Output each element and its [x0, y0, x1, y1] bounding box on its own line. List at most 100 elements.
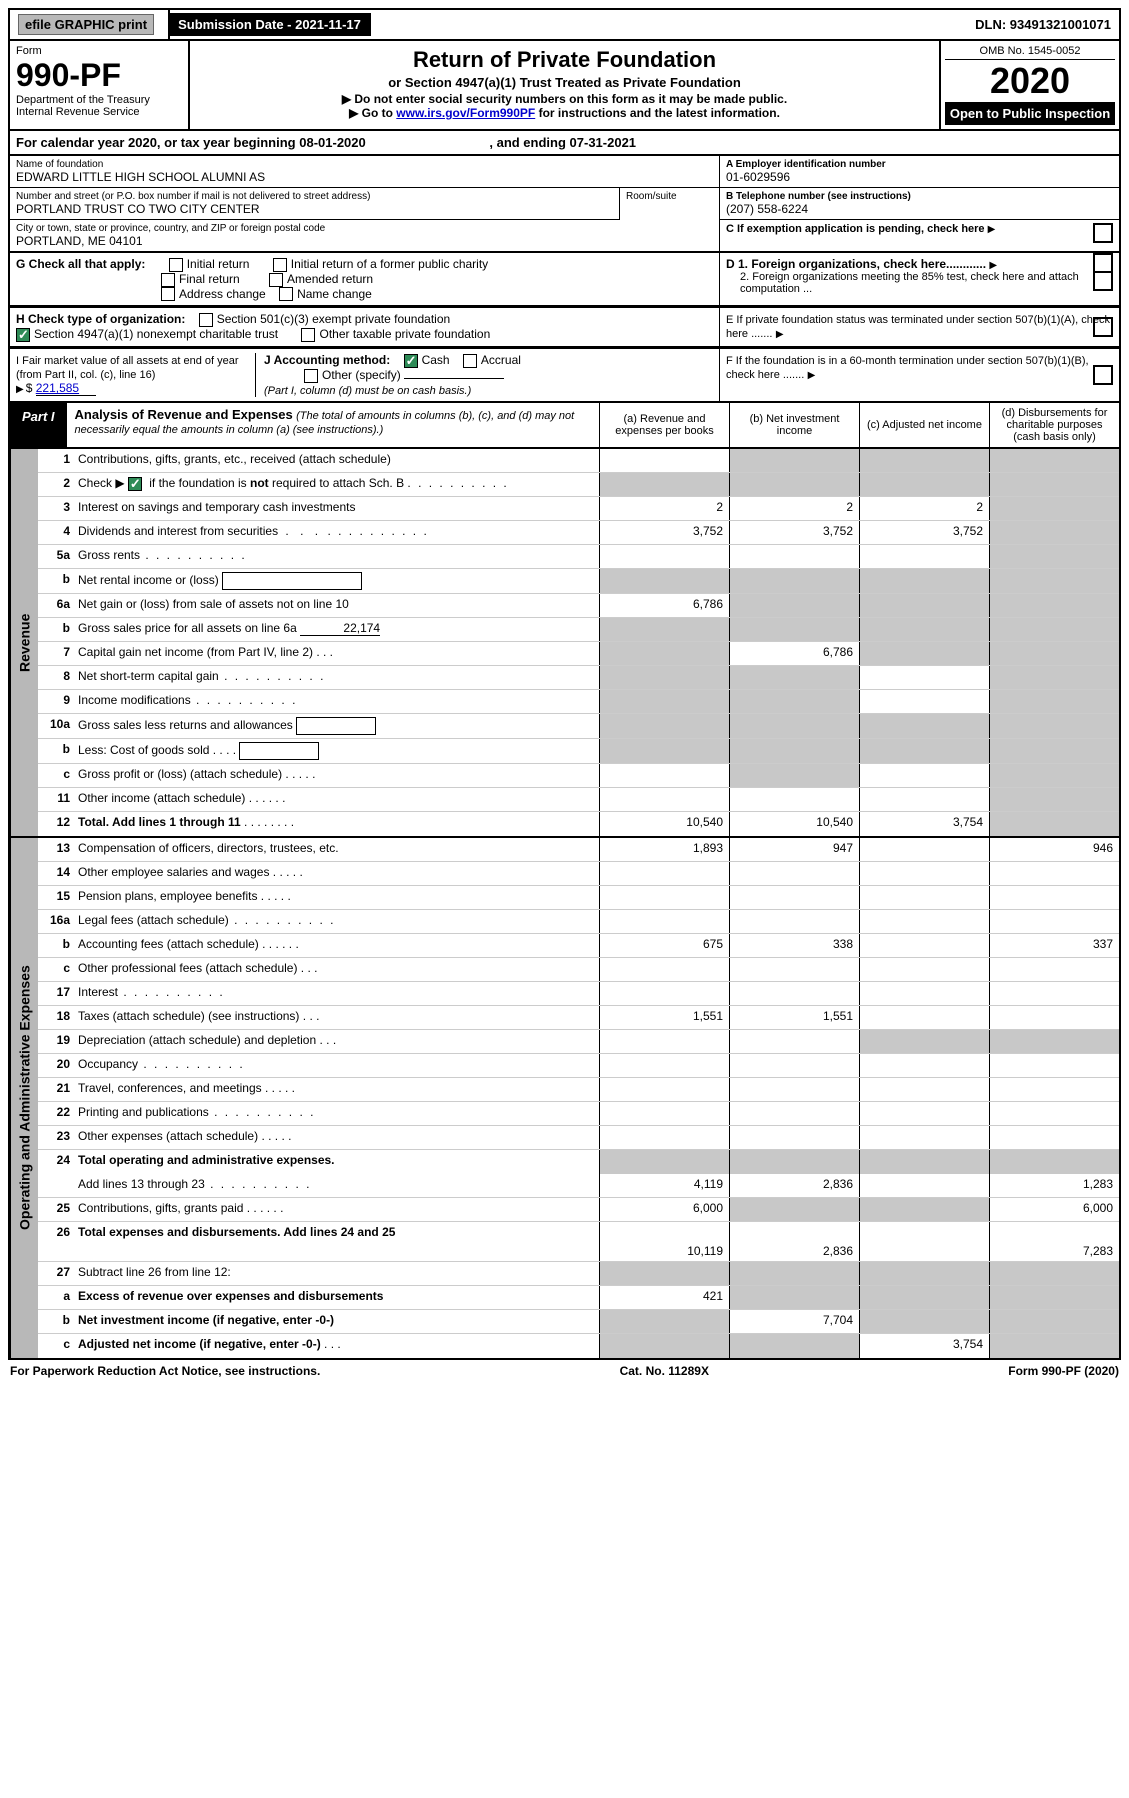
- j-other-input[interactable]: [404, 378, 504, 379]
- header-left: Form 990-PF Department of the Treasury I…: [10, 41, 190, 129]
- cell-d: [989, 1054, 1119, 1077]
- phone-label: B Telephone number (see instructions): [726, 191, 1113, 202]
- cell-b: [729, 666, 859, 689]
- cell-a: [599, 1310, 729, 1333]
- g-initial-former-checkbox[interactable]: [273, 258, 287, 272]
- cell-d: [989, 739, 1119, 763]
- line-desc: Check ▶ if the foundation is not require…: [74, 473, 599, 496]
- cell-a: 2: [599, 497, 729, 520]
- cell-c: [859, 1198, 989, 1221]
- cell-c: [859, 958, 989, 981]
- line-num: 19: [38, 1030, 74, 1053]
- g-name-change-checkbox[interactable]: [279, 287, 293, 301]
- cell-a: [599, 1102, 729, 1125]
- line-num: 21: [38, 1078, 74, 1101]
- cell-c: [859, 1126, 989, 1149]
- revenue-table: Revenue 1 Contributions, gifts, grants, …: [8, 449, 1121, 838]
- cell-b: [729, 886, 859, 909]
- cell-b: [729, 449, 859, 472]
- cell-c: [859, 886, 989, 909]
- line-desc: Gross sales price for all assets on line…: [74, 618, 599, 641]
- j-accrual-checkbox[interactable]: [463, 354, 477, 368]
- cell-c: [859, 788, 989, 811]
- h-501c3-checkbox[interactable]: [199, 313, 213, 327]
- j-cash: Cash: [422, 353, 450, 367]
- cell-c: [859, 473, 989, 496]
- line-desc: Contributions, gifts, grants paid . . . …: [74, 1198, 599, 1221]
- cell-b: [729, 958, 859, 981]
- line-desc: Gross sales less returns and allowances: [74, 714, 599, 738]
- h-4947-checkbox[interactable]: [16, 328, 30, 342]
- line-num: b: [38, 1310, 74, 1333]
- cell-d: [989, 1286, 1119, 1309]
- line-desc: Legal fees (attach schedule): [74, 910, 599, 933]
- cell-a: 6,786: [599, 594, 729, 617]
- row-6b: b Gross sales price for all assets on li…: [38, 618, 1119, 642]
- d1-checkbox[interactable]: [1093, 253, 1113, 273]
- phone-value: (207) 558-6224: [726, 202, 1113, 216]
- r2-pre: Check ▶: [78, 476, 125, 490]
- arrow-icon: [776, 326, 786, 340]
- exemption-checkbox[interactable]: [1093, 223, 1113, 243]
- part1-header: Part I Analysis of Revenue and Expenses …: [8, 403, 1121, 449]
- row-12: 12 Total. Add lines 1 through 11 . . . .…: [38, 812, 1119, 836]
- calyear-begin: 08-01-2020: [299, 135, 366, 150]
- schb-checkbox[interactable]: [128, 477, 142, 491]
- cell-a: [599, 1262, 729, 1285]
- form990pf-link[interactable]: www.irs.gov/Form990PF: [396, 106, 535, 120]
- page-footer: For Paperwork Reduction Act Notice, see …: [8, 1360, 1121, 1382]
- g-address-change-checkbox[interactable]: [161, 287, 175, 301]
- form-title: Return of Private Foundation: [196, 47, 933, 73]
- cell-c: 2: [859, 497, 989, 520]
- cell-d: [989, 1150, 1119, 1174]
- d2-checkbox[interactable]: [1093, 271, 1113, 291]
- row-5b: b Net rental income or (loss): [38, 569, 1119, 594]
- cell-c: [859, 739, 989, 763]
- j-other-checkbox[interactable]: [304, 369, 318, 383]
- rental-income-box[interactable]: [222, 572, 362, 590]
- line-num: 18: [38, 1006, 74, 1029]
- g-amended-checkbox[interactable]: [269, 273, 283, 287]
- cell-d: [989, 473, 1119, 496]
- efile-button[interactable]: efile GRAPHIC print: [18, 14, 154, 35]
- ein-label: A Employer identification number: [726, 159, 1113, 170]
- cell-b: 1,551: [729, 1006, 859, 1029]
- row-13: 13 Compensation of officers, directors, …: [38, 838, 1119, 862]
- cell-b: [729, 1030, 859, 1053]
- h-other-checkbox[interactable]: [301, 328, 315, 342]
- r2-post: if the foundation is not required to att…: [149, 476, 404, 490]
- line-desc: Printing and publications: [74, 1102, 599, 1125]
- row-10b: b Less: Cost of goods sold . . . .: [38, 739, 1119, 764]
- fmv-value[interactable]: 221,585: [36, 381, 96, 396]
- line-num: b: [38, 618, 74, 641]
- f-checkbox[interactable]: [1093, 365, 1113, 385]
- col-c-header: (c) Adjusted net income: [859, 403, 989, 447]
- line-num: 22: [38, 1102, 74, 1125]
- form-subtitle: or Section 4947(a)(1) Trust Treated as P…: [196, 75, 933, 90]
- line-desc: Total. Add lines 1 through 11 . . . . . …: [74, 812, 599, 836]
- cell-a: 1,893: [599, 838, 729, 861]
- line-desc: Income modifications: [74, 690, 599, 713]
- gross-sales-box[interactable]: [296, 717, 376, 735]
- e-checkbox[interactable]: [1093, 317, 1113, 337]
- cogs-box[interactable]: [239, 742, 319, 760]
- cell-c: [859, 1262, 989, 1285]
- cell-b: [729, 1198, 859, 1221]
- cell-b: 2,836: [729, 1222, 859, 1261]
- g-initial-return-checkbox[interactable]: [169, 258, 183, 272]
- row-27b: b Net investment income (if negative, en…: [38, 1310, 1119, 1334]
- line-num: 20: [38, 1054, 74, 1077]
- cell-a: [599, 862, 729, 885]
- j-cash-checkbox[interactable]: [404, 354, 418, 368]
- d-section: D 1. Foreign organizations, check here..…: [719, 253, 1119, 305]
- line-desc: Adjusted net income (if negative, enter …: [74, 1334, 599, 1358]
- efile-cell: efile GRAPHIC print: [10, 10, 170, 39]
- cell-b: 10,540: [729, 812, 859, 836]
- g-final-return-checkbox[interactable]: [161, 273, 175, 287]
- cell-b: [729, 690, 859, 713]
- ein-value: 01-6029596: [726, 170, 1113, 184]
- line-desc: Occupancy: [74, 1054, 599, 1077]
- cell-c: [859, 1174, 989, 1197]
- name-label: Name of foundation: [16, 159, 713, 170]
- cell-d: 1,283: [989, 1174, 1119, 1197]
